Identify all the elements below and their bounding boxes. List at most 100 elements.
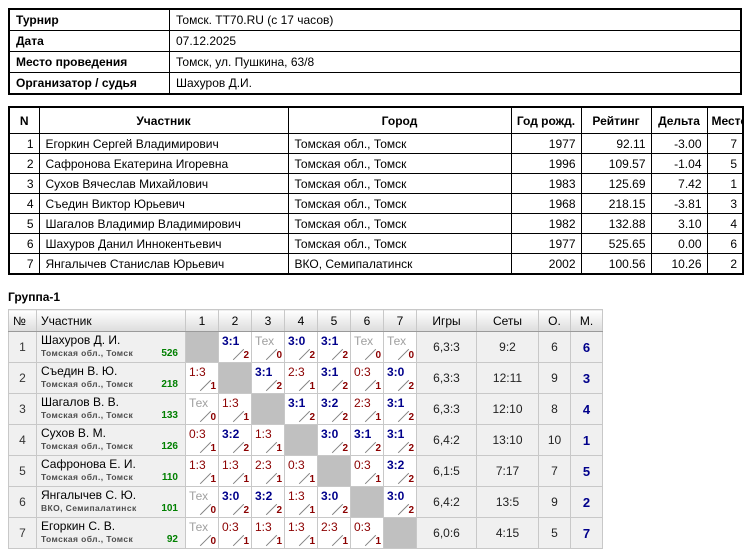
participants-column-header: N (8, 106, 40, 134)
match-points: 1 (210, 474, 216, 485)
participants-column-header: Дельта (650, 106, 708, 134)
participants-column-header: Место (706, 106, 744, 134)
self-match-cell (350, 486, 384, 518)
match-score: 0:3 (354, 458, 371, 472)
match-result-cell: 2:3 1 (350, 393, 384, 425)
match-result-cell: 3:0 2 (317, 486, 351, 518)
group-player-cell: Сухов В. М. Томская обл., Томск 126 (36, 424, 186, 456)
match-points: 0 (276, 350, 282, 361)
sets-cell: 12:11 (476, 362, 539, 394)
participant-name: Съедин Виктор Юрьевич (38, 193, 289, 214)
match-result-cell: Тех 0 (350, 331, 384, 363)
group-player-subline: Томская обл., Томск 526 (41, 348, 181, 359)
match-result-cell: 3:0 2 (218, 486, 252, 518)
group-player-club: Томская обл., Томск (41, 348, 134, 358)
match-score: 0:3 (189, 427, 206, 441)
participant-row: 7 Янгалычев Станислав Юрьевич ВКО, Семипал… (8, 253, 744, 275)
match-score: 2:3 (255, 458, 272, 472)
participant-rating: 125.69 (580, 173, 652, 194)
match-points: 2 (243, 443, 249, 454)
match-result-cell: 2:3 1 (284, 362, 318, 394)
match-points: 2 (408, 443, 414, 454)
group-player-name: Съедин В. Ю. (41, 364, 118, 378)
group-player-number: 4 (8, 424, 37, 456)
match-points: 2 (375, 443, 381, 454)
group-column-header: 7 (383, 309, 417, 332)
participant-name: Янгалычев Станислав Юрьевич (38, 253, 289, 275)
group-column-header: Игры (416, 309, 477, 332)
match-result-cell: 3:0 2 (284, 331, 318, 363)
participant-name: Сухов Вячеслав Михайлович (38, 173, 289, 194)
place-cell: 2 (570, 486, 603, 518)
participant-delta: 7.42 (650, 173, 708, 194)
match-points: 1 (276, 474, 282, 485)
match-result-cell: 3:1 2 (350, 424, 384, 456)
match-points: 2 (309, 412, 315, 423)
match-points: 0 (210, 505, 216, 516)
points-cell: 8 (538, 393, 571, 425)
match-score: 2:3 (354, 396, 371, 410)
participant-city: Томская обл., Томск (287, 213, 512, 234)
games-cell: 6,4:2 (416, 424, 477, 456)
info-row: Турнир Томск. TT70.RU (с 17 часов) (8, 8, 742, 31)
points-cell: 9 (538, 362, 571, 394)
match-points: 2 (243, 505, 249, 516)
group-column-header: 5 (317, 309, 351, 332)
group-player-name: Сафронова Е. И. (41, 457, 136, 471)
match-score: 3:1 (321, 334, 339, 348)
participant-delta: -3.00 (650, 133, 708, 154)
group-column-header: 6 (350, 309, 384, 332)
participants-header: N Участник Город Год рожд. Рейтинг Дельта Мест… (8, 106, 744, 134)
group-crosstable: № Участник 1 2 3 4 5 6 7 Игры Сеты О. М. 1 Шахуров Д.… (8, 309, 603, 549)
info-label: Организатор / судья (8, 72, 170, 95)
group-row: 3 Шагалов В. В. Томская обл., Томск 133 Тех 0… (8, 393, 603, 425)
group-player-rating: 101 (161, 503, 178, 514)
group-player-cell: Шагалов В. В. Томская обл., Томск 133 (36, 393, 186, 425)
group-player-name: Шахуров Д. И. (41, 333, 121, 347)
participant-name: Шагалов Владимир Владимирович (38, 213, 289, 234)
match-points: 1 (342, 536, 348, 547)
participant-birth-year: 1983 (510, 173, 582, 194)
sets-cell: 13:5 (476, 486, 539, 518)
participant-delta: 3.10 (650, 213, 708, 234)
place-cell: 1 (570, 424, 603, 456)
match-score: 3:0 (222, 489, 240, 503)
match-points: 1 (210, 381, 216, 392)
group-player-club: ВКО, Семипалатинск (41, 503, 137, 513)
match-score: 3:1 (354, 427, 372, 441)
match-result-cell: 2:3 1 (251, 455, 285, 487)
participant-place: 7 (706, 133, 744, 154)
self-match-cell (317, 455, 351, 487)
participant-number: 7 (8, 253, 40, 275)
match-score: 3:2 (222, 427, 240, 441)
participant-city: Томская обл., Томск (287, 153, 512, 174)
points-cell: 10 (538, 424, 571, 456)
games-cell: 6,3:3 (416, 331, 477, 363)
match-result-cell: 1:3 1 (185, 362, 219, 394)
match-result-cell: Тех 0 (251, 331, 285, 363)
match-result-cell: 3:1 2 (317, 331, 351, 363)
games-cell: 6,3:3 (416, 362, 477, 394)
sets-cell: 13:10 (476, 424, 539, 456)
place-cell: 3 (570, 362, 603, 394)
match-result-cell: 0:3 1 (350, 362, 384, 394)
group-player-subline: Томская обл., Томск 110 (41, 472, 181, 483)
group-player-subline: Томская обл., Томск 133 (41, 410, 181, 421)
match-score: Тех (354, 334, 374, 348)
group-player-name: Сухов В. М. (41, 426, 106, 440)
group-row: 5 Сафронова Е. И. Томская обл., Томск 110 1:… (8, 455, 603, 487)
participant-city: ВКО, Семипалатинск (287, 253, 512, 275)
match-score: Тех (189, 489, 209, 503)
match-points: 2 (276, 381, 282, 392)
group-column-header: Участник (36, 309, 186, 332)
group-column-header: 3 (251, 309, 285, 332)
group-player-rating: 218 (161, 379, 178, 390)
games-cell: 6,3:3 (416, 393, 477, 425)
participant-rating: 92.11 (580, 133, 652, 154)
match-score: 3:1 (387, 427, 405, 441)
info-value: Томск, ул. Пушкина, 63/8 (169, 51, 742, 73)
match-result-cell: Тех 0 (383, 331, 417, 363)
self-match-cell (284, 424, 318, 456)
match-result-cell: 3:0 2 (317, 424, 351, 456)
